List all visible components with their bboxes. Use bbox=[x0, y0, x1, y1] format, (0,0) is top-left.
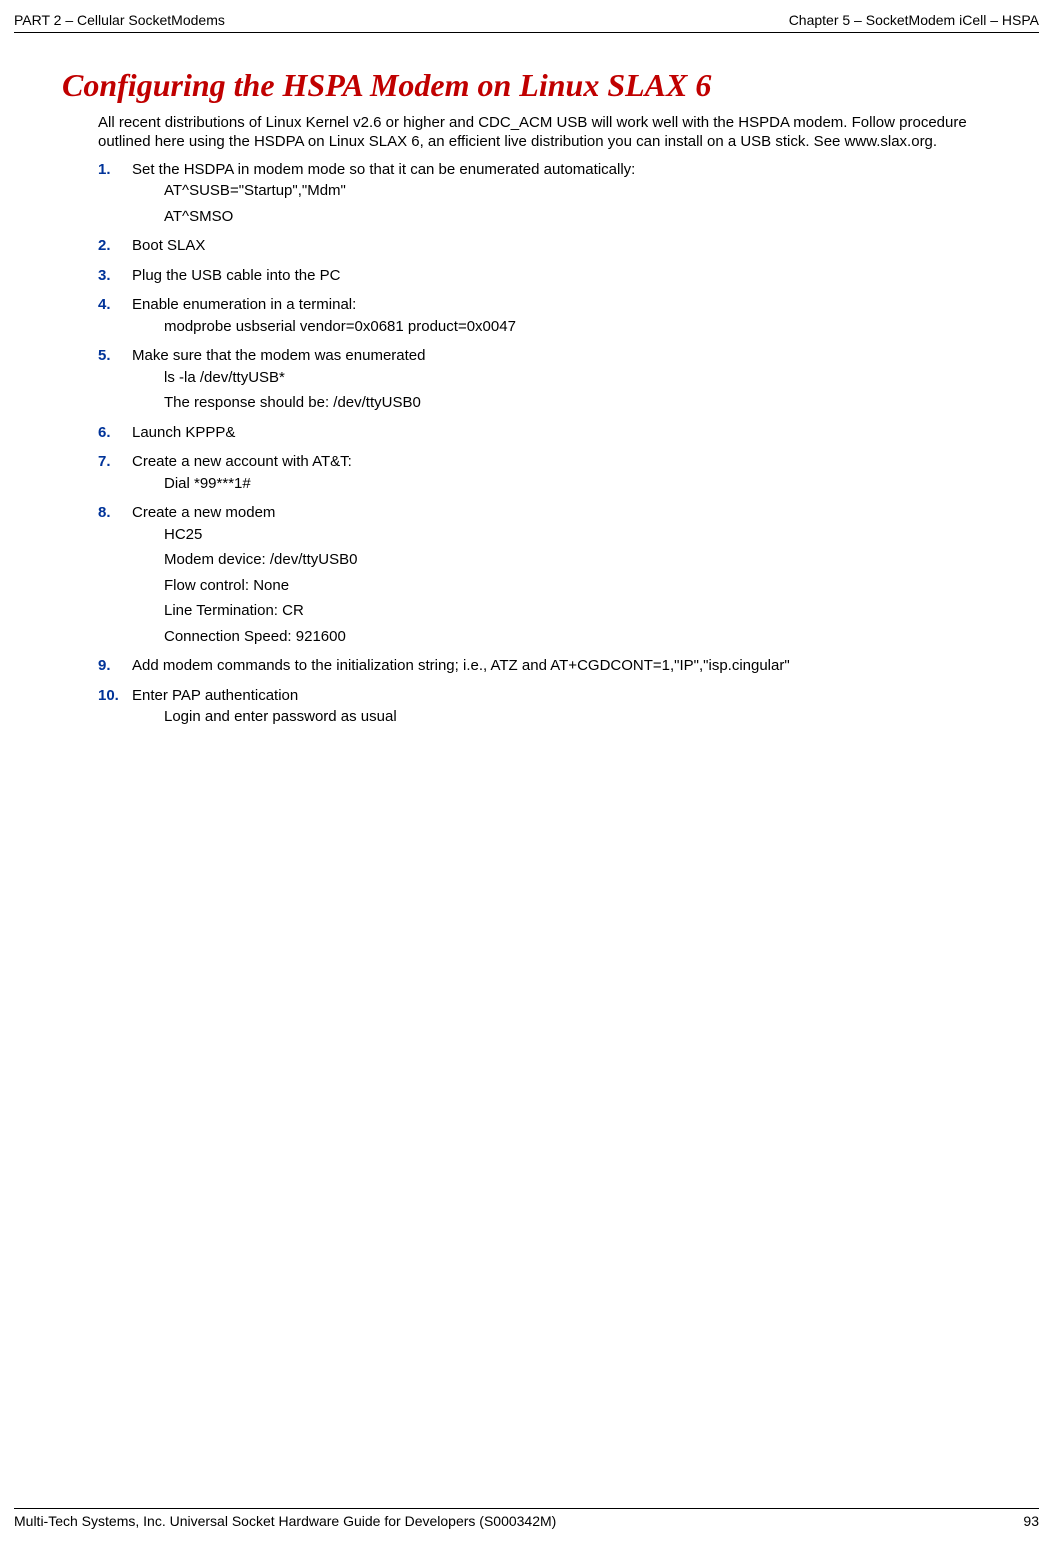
header-right: Chapter 5 – SocketModem iCell – HSPA bbox=[789, 12, 1039, 28]
step-10: 10. Enter PAP authentication Login and e… bbox=[98, 686, 999, 727]
step-text: Set the HSDPA in modem mode so that it c… bbox=[132, 161, 635, 178]
step-2: 2. Boot SLAX bbox=[98, 236, 999, 256]
step-number: 9. bbox=[98, 656, 111, 676]
step-number: 3. bbox=[98, 266, 111, 286]
step-subline: AT^SMSO bbox=[164, 207, 999, 227]
step-text: Boot SLAX bbox=[132, 237, 205, 254]
step-text: Enter PAP authentication bbox=[132, 687, 298, 704]
step-subline: Connection Speed: 921600 bbox=[164, 627, 999, 647]
step-subline: AT^SUSB="Startup","Mdm" bbox=[164, 181, 999, 201]
step-8: 8. Create a new modem HC25 Modem device:… bbox=[98, 503, 999, 646]
footer-left: Multi-Tech Systems, Inc. Universal Socke… bbox=[14, 1513, 556, 1529]
step-number: 5. bbox=[98, 346, 111, 366]
intro-paragraph: All recent distributions of Linux Kernel… bbox=[98, 114, 999, 152]
step-6: 6. Launch KPPP& bbox=[98, 423, 999, 443]
step-subline: HC25 bbox=[164, 525, 999, 545]
page-header: PART 2 – Cellular SocketModems Chapter 5… bbox=[0, 0, 1053, 32]
step-subline: Dial *99***1# bbox=[164, 474, 999, 494]
header-left: PART 2 – Cellular SocketModems bbox=[14, 12, 225, 28]
footer-page-number: 93 bbox=[1023, 1513, 1039, 1529]
step-4: 4. Enable enumeration in a terminal: mod… bbox=[98, 295, 999, 336]
step-number: 7. bbox=[98, 452, 111, 472]
step-number: 2. bbox=[98, 236, 111, 256]
step-1: 1. Set the HSDPA in modem mode so that i… bbox=[98, 160, 999, 227]
step-text: Launch KPPP& bbox=[132, 424, 235, 441]
step-3: 3. Plug the USB cable into the PC bbox=[98, 266, 999, 286]
step-subline: The response should be: /dev/ttyUSB0 bbox=[164, 393, 999, 413]
step-number: 8. bbox=[98, 503, 111, 523]
footer-row: Multi-Tech Systems, Inc. Universal Socke… bbox=[14, 1513, 1039, 1529]
step-subline: ls -la /dev/ttyUSB* bbox=[164, 368, 999, 388]
step-9: 9. Add modem commands to the initializat… bbox=[98, 656, 999, 676]
footer-rule bbox=[14, 1508, 1039, 1509]
step-text: Plug the USB cable into the PC bbox=[132, 267, 340, 284]
page-title: Configuring the HSPA Modem on Linux SLAX… bbox=[62, 67, 999, 104]
step-subline: modprobe usbserial vendor=0x0681 product… bbox=[164, 317, 999, 337]
step-text: Create a new modem bbox=[132, 504, 275, 521]
step-text: Add modem commands to the initialization… bbox=[132, 657, 790, 674]
step-subline: Flow control: None bbox=[164, 576, 999, 596]
step-text: Enable enumeration in a terminal: bbox=[132, 296, 356, 313]
step-text: Create a new account with AT&T: bbox=[132, 453, 352, 470]
step-5: 5. Make sure that the modem was enumerat… bbox=[98, 346, 999, 413]
step-text: Make sure that the modem was enumerated bbox=[132, 347, 425, 364]
content-area: Configuring the HSPA Modem on Linux SLAX… bbox=[0, 33, 1053, 727]
step-7: 7. Create a new account with AT&T: Dial … bbox=[98, 452, 999, 493]
step-number: 1. bbox=[98, 160, 111, 180]
step-subline: Line Termination: CR bbox=[164, 601, 999, 621]
step-number: 10. bbox=[98, 686, 119, 706]
step-number: 4. bbox=[98, 295, 111, 315]
steps-list: 1. Set the HSDPA in modem mode so that i… bbox=[98, 160, 999, 727]
step-subline: Modem device: /dev/ttyUSB0 bbox=[164, 550, 999, 570]
page-footer: Multi-Tech Systems, Inc. Universal Socke… bbox=[0, 1508, 1053, 1529]
step-subline: Login and enter password as usual bbox=[164, 707, 999, 727]
step-number: 6. bbox=[98, 423, 111, 443]
